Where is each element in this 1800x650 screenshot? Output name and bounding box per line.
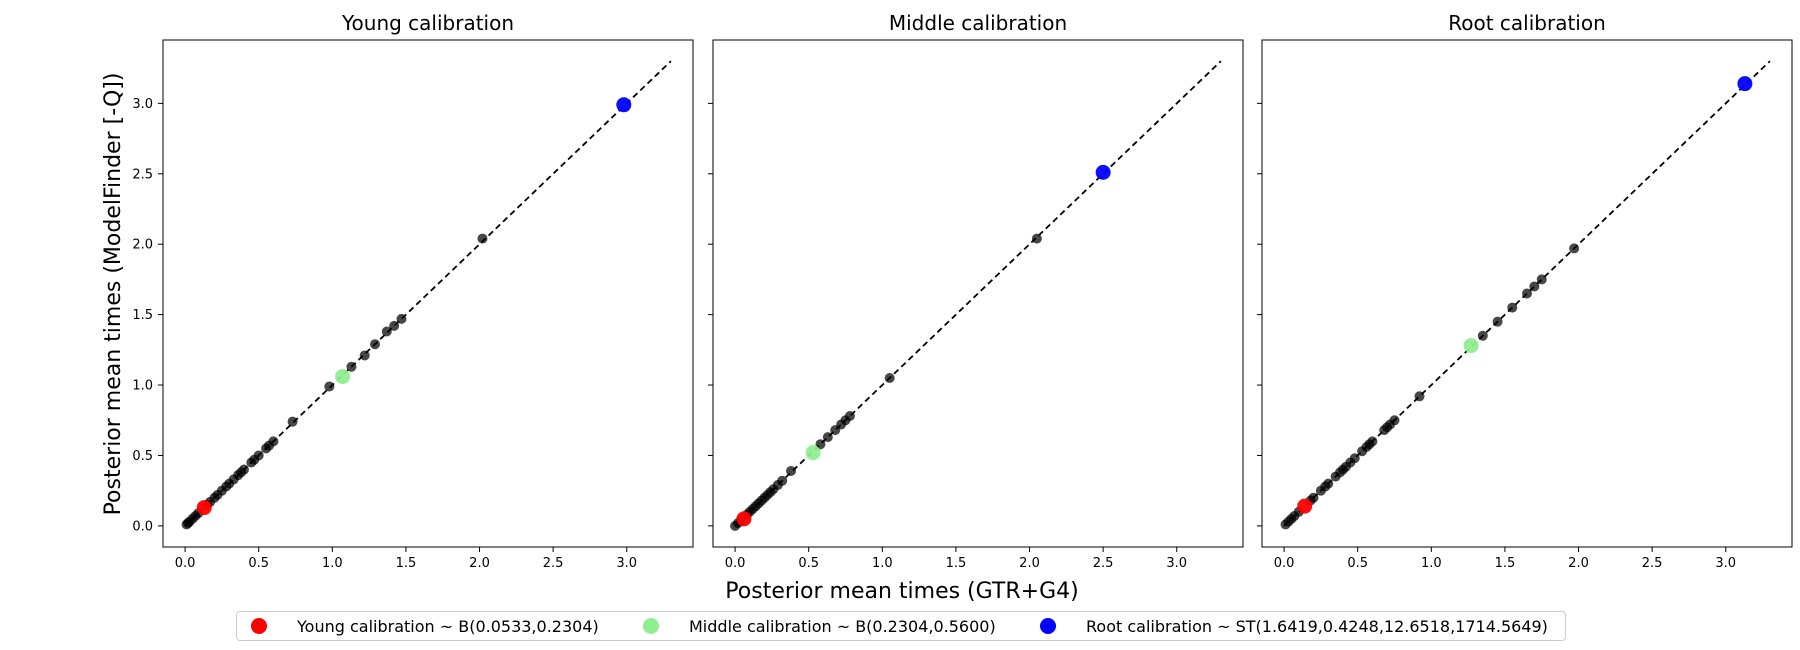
x-tick-label: 0.5 [248, 556, 269, 571]
data-point [1492, 316, 1503, 327]
data-point [396, 313, 407, 324]
legend-marker-young [251, 618, 267, 634]
data-point [1031, 233, 1042, 244]
legend: Young calibration ~ B(0.0533,0.2304) Mid… [236, 611, 1566, 641]
x-tick-label: 1.5 [946, 556, 967, 571]
y-tick-label: 0.0 [132, 519, 153, 534]
data-point [346, 361, 357, 372]
data-point [370, 339, 380, 350]
x-tick-label: 2.0 [1568, 556, 1589, 571]
data-point [324, 381, 335, 392]
calibration-point-young [736, 511, 752, 527]
calibration-point-middle [335, 369, 351, 385]
data-point [253, 450, 264, 461]
data-point [815, 439, 826, 450]
x-tick-label: 0.5 [1347, 556, 1368, 571]
legend-label-young: Young calibration ~ B(0.0533,0.2304) [297, 616, 599, 636]
data-point [777, 475, 788, 486]
axes-frame [712, 39, 1244, 548]
data-point [1536, 274, 1547, 285]
calibration-point-root [1095, 164, 1111, 180]
y-axis-label: Posterior mean times (ModelFinder [-Q]) [101, 73, 126, 516]
subplot-2: Middle calibration 0.0 0.5 1.0 1.5 2.0 2.5 3.0 [708, 11, 1244, 571]
calibration-point-middle [1463, 338, 1479, 354]
x-tick-label: 2.5 [1093, 556, 1114, 571]
y-tick-label: 2.0 [132, 238, 153, 253]
x-tick-label: 1.0 [322, 556, 343, 571]
x-tick-label: 1.0 [1421, 556, 1442, 571]
y-tick-label: 0.5 [132, 449, 153, 464]
subplot-title: Young calibration [341, 11, 514, 35]
data-point [1529, 281, 1540, 292]
x-tick-label: 1.5 [396, 556, 417, 571]
data-point [1389, 415, 1400, 426]
data-point [477, 233, 488, 244]
legend-label-root: Root calibration ~ ST(1.6419,0.4248,12.6… [1086, 616, 1548, 636]
subplot-1: Young calibration 0.0 0.5 1.0 1.5 2.0 2.5 3.0 0.… [132, 11, 694, 571]
data-point [884, 373, 895, 383]
y-tick-label: 1.0 [132, 379, 153, 394]
data-point [1414, 391, 1425, 402]
x-tick-label: 0.0 [175, 556, 196, 571]
x-axis-label: Posterior mean times (GTR+G4) [725, 579, 1078, 604]
data-point [381, 326, 392, 337]
legend-label-middle: Middle calibration ~ B(0.2304,0.5600) [689, 616, 996, 636]
data-point [844, 411, 855, 422]
x-tick-label: 0.5 [798, 556, 819, 571]
data-point [1507, 302, 1518, 313]
data-point [1477, 330, 1488, 341]
y-tick-label: 2.5 [132, 167, 153, 182]
x-tick-label: 1.0 [872, 556, 893, 571]
data-point [786, 465, 797, 476]
x-tick-label: 2.5 [1642, 556, 1663, 571]
axes-frame [1261, 39, 1793, 548]
calibration-point-root [1737, 76, 1753, 92]
data-point [822, 432, 833, 443]
data-point [1569, 243, 1580, 254]
x-tick-label: 2.0 [469, 556, 490, 571]
calibration-point-middle [805, 445, 821, 461]
x-tick-label: 2.5 [543, 556, 564, 571]
calibration-point-young [196, 500, 212, 516]
data-point [1349, 453, 1360, 464]
x-tick-label: 2.0 [1019, 556, 1040, 571]
x-tick-label: 3.0 [1166, 556, 1187, 571]
x-tick-label: 3.0 [616, 556, 637, 571]
x-tick-label: 0.0 [1274, 556, 1295, 571]
legend-entry-root: Root calibration ~ ST(1.6419,0.4248,12.6… [1040, 612, 1548, 640]
subplot-title: Middle calibration [889, 11, 1067, 35]
subplot-title: Root calibration [1448, 11, 1606, 35]
data-point [1308, 492, 1319, 503]
legend-entry-young: Young calibration ~ B(0.0533,0.2304) [251, 612, 599, 640]
axes-frame [162, 39, 694, 548]
x-tick-label: 1.5 [1495, 556, 1516, 571]
data-point [268, 436, 279, 447]
legend-marker-middle [643, 618, 659, 634]
data-point [238, 464, 249, 475]
data-point [359, 350, 370, 361]
x-tick-label: 3.0 [1715, 556, 1736, 571]
calibration-point-young [1297, 498, 1313, 514]
y-tick-label: 1.5 [132, 308, 153, 323]
subplot-3: Root calibration 0.0 0.5 1.0 1.5 2.0 2.5 3.0 [1257, 11, 1793, 571]
data-point [1522, 288, 1532, 299]
legend-entry-middle: Middle calibration ~ B(0.2304,0.5600) [643, 612, 996, 640]
calibration-point-root [616, 97, 632, 113]
data-point [1367, 436, 1378, 447]
data-point [389, 320, 400, 331]
x-tick-label: 0.0 [725, 556, 746, 571]
data-point [287, 416, 298, 427]
legend-marker-root [1040, 618, 1056, 634]
data-point [1323, 478, 1334, 489]
y-tick-label: 3.0 [132, 97, 153, 112]
